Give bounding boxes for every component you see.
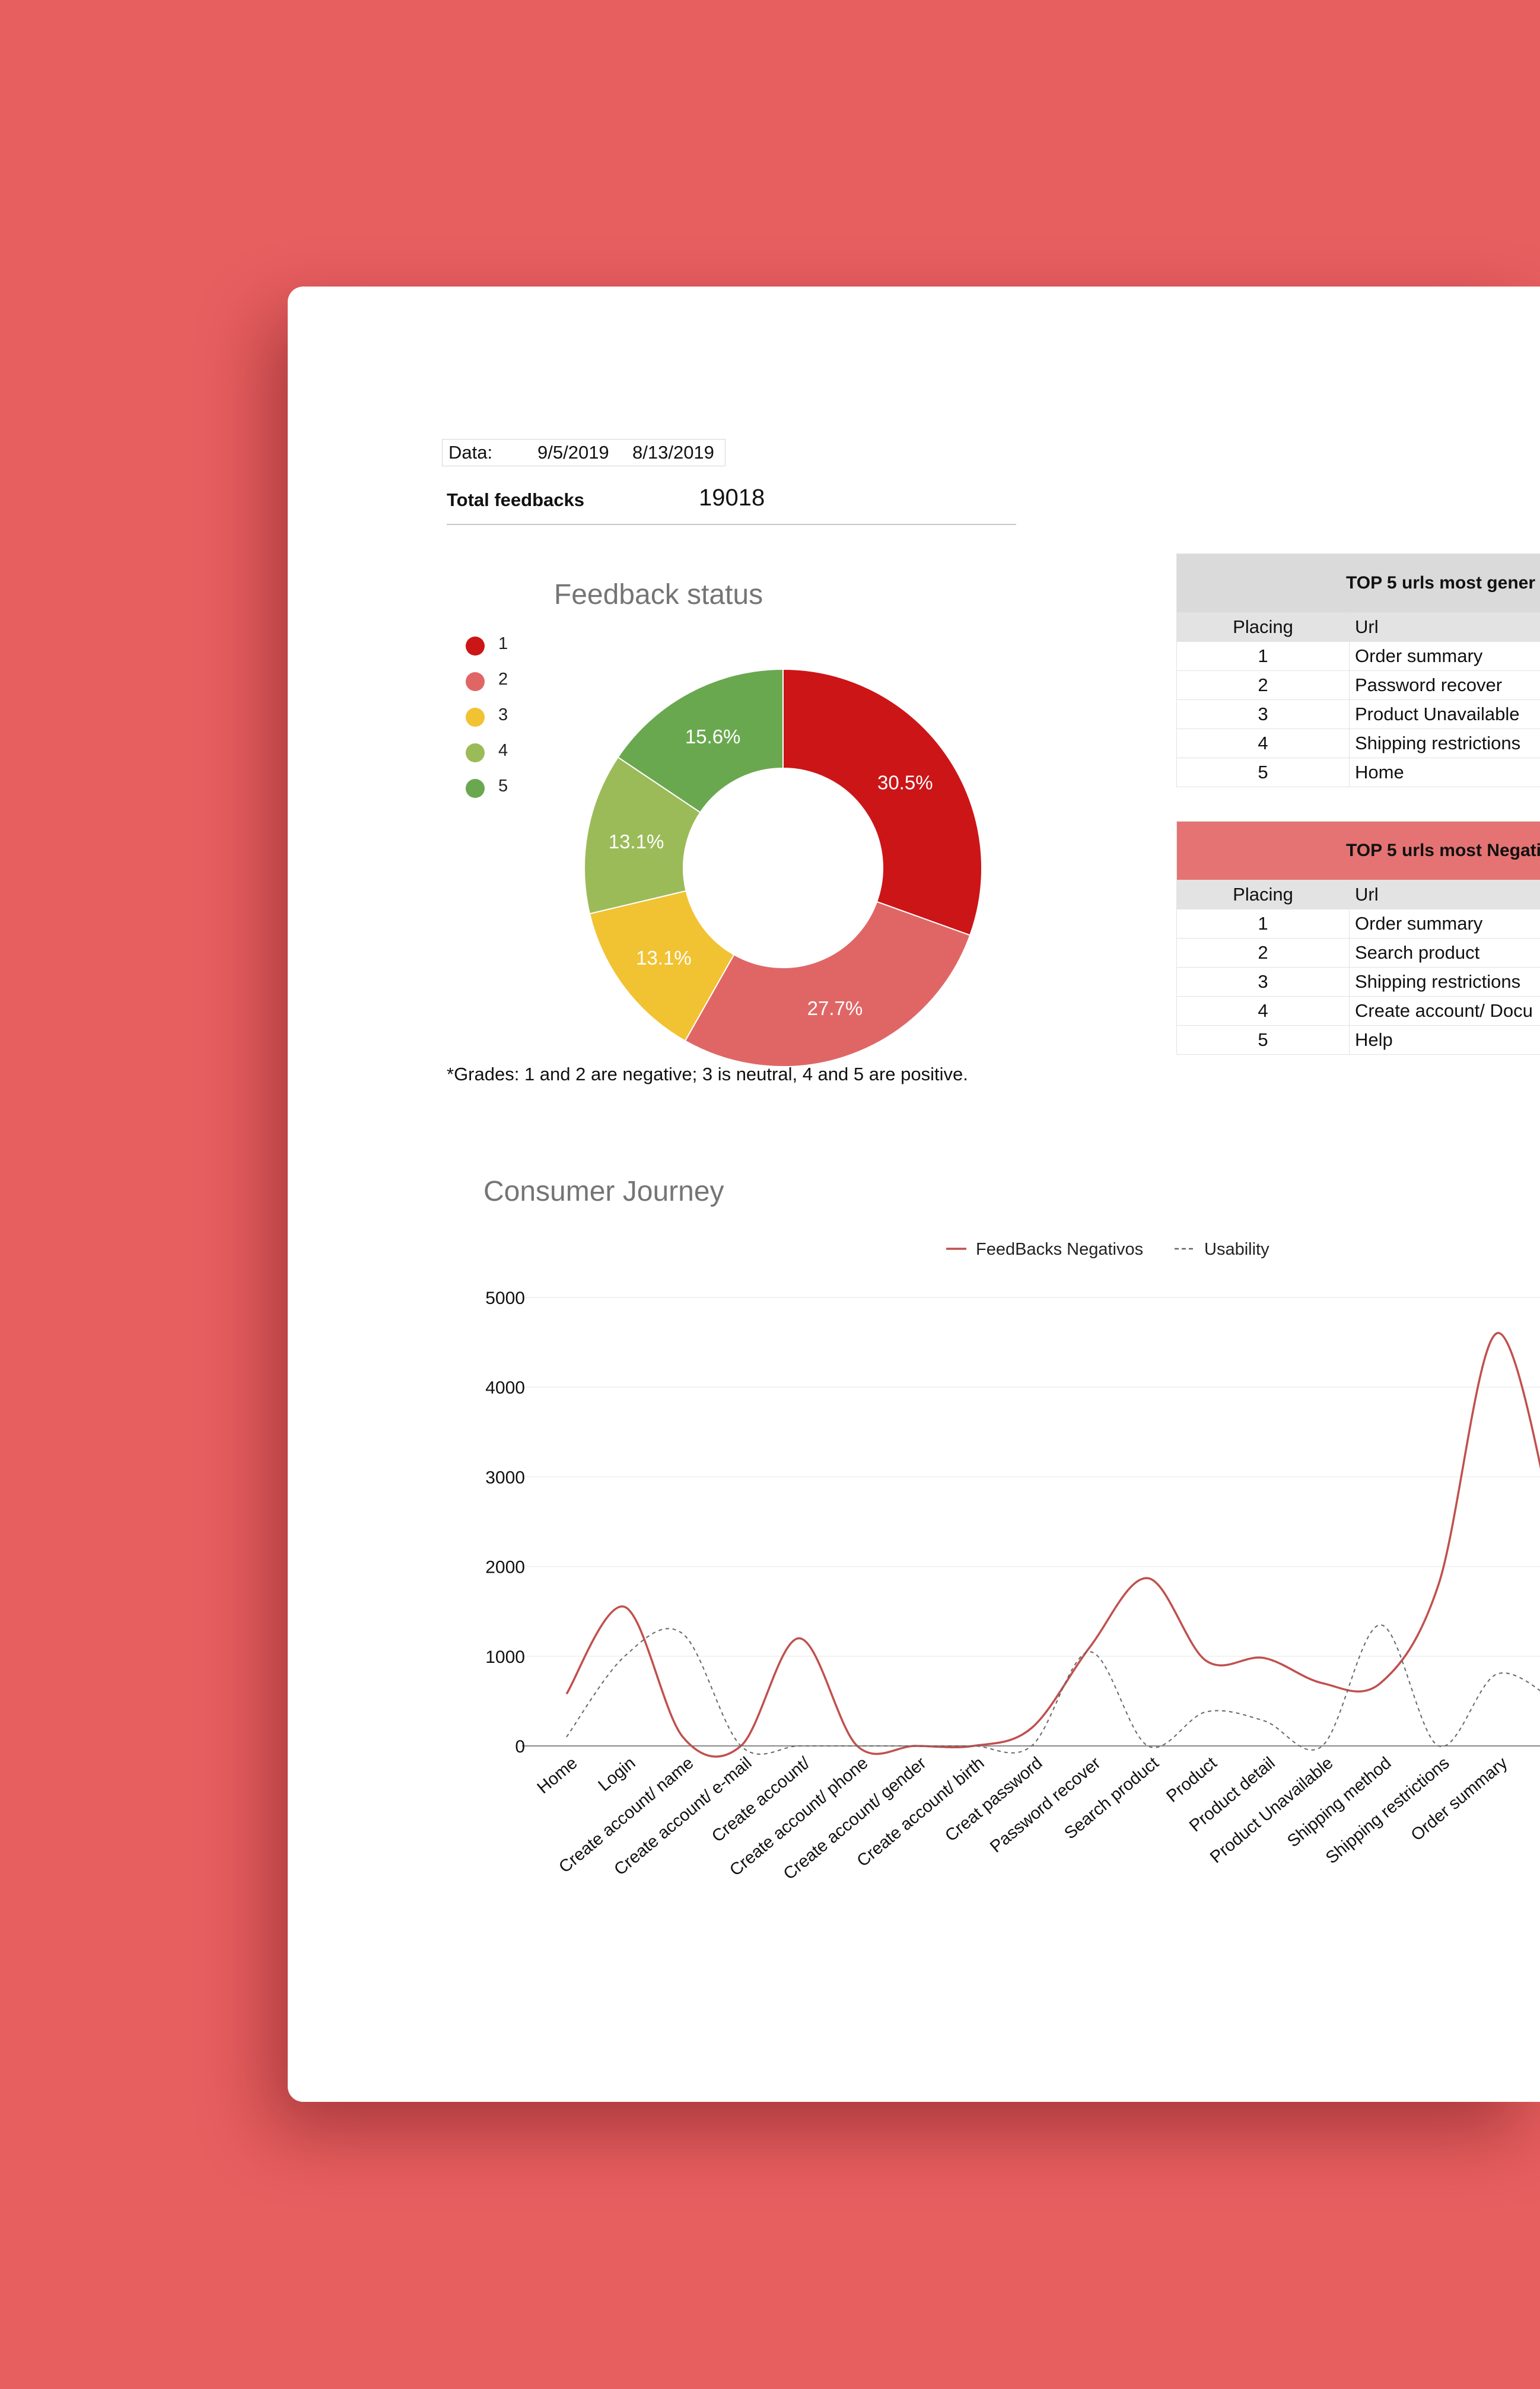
date-end: 8/13/2019 [632, 442, 714, 463]
table-row: 3 Product Unavailable [1176, 699, 1540, 729]
top5-negative-title: TOP 5 urls most Negati [1176, 821, 1540, 880]
url-cell: Create account/ Docu [1349, 996, 1540, 1026]
table-row: 5 Help [1176, 1025, 1540, 1055]
placing-cell: 4 [1176, 996, 1350, 1026]
table-row: 2 Password recover [1176, 670, 1540, 700]
y-tick-label: 2000 [485, 1558, 525, 1577]
series-line-feedbacks-negativos [565, 1332, 1540, 1758]
pie-slice-label: 13.1% [609, 831, 664, 852]
legend-label-4: 4 [498, 741, 508, 760]
legend-series-label: Usability [1204, 1240, 1269, 1259]
legend-label-3: 3 [498, 705, 508, 724]
series-line-usability [566, 1624, 1540, 1755]
legend-label-5: 5 [498, 777, 508, 796]
col-url-header: Url [1349, 880, 1540, 909]
legend-dot-4 [466, 743, 485, 762]
y-tick-label: 1000 [485, 1647, 525, 1667]
table-row: 3 Shipping restrictions [1176, 967, 1540, 997]
y-tick-label: 3000 [485, 1468, 525, 1487]
url-cell: Order summary [1349, 909, 1540, 939]
pie-slice-label: 30.5% [877, 771, 933, 793]
x-tick-label: Shipping method [1284, 1754, 1395, 1851]
legend-dot-1 [466, 637, 485, 656]
placing-cell: 2 [1176, 938, 1350, 968]
table-row: 4 Shipping restrictions [1176, 729, 1540, 758]
line-chart-title: Consumer Journey [483, 1176, 724, 1207]
legend-label-1: 1 [498, 634, 508, 653]
pie-slice-label: 27.7% [807, 997, 863, 1019]
total-feedbacks: Total feedbacks 19018 [447, 485, 1016, 525]
pie-slice-2 [684, 901, 971, 1067]
x-tick-label: Creat password [941, 1754, 1046, 1846]
total-feedbacks-label: Total feedbacks [447, 489, 585, 510]
pie-slice-label: 15.6% [685, 726, 741, 747]
top5-general-table: TOP 5 urls most gener Placing Url 1 Order… [1176, 553, 1540, 787]
legend-dot-3 [466, 708, 485, 727]
feedback-status-donut-chart: 30.5% 27.7% 13.1% 13.1% 15.6% [584, 668, 982, 1067]
x-tick-label: Create account/ [708, 1753, 814, 1846]
pie-slice-label: 13.1% [636, 947, 692, 969]
col-placing-header: Placing [1176, 612, 1350, 642]
pie-slice-3 [588, 890, 735, 1042]
url-cell: Password recover [1349, 670, 1540, 700]
total-feedbacks-value: 19018 [699, 485, 765, 511]
url-cell: Shipping restrictions [1349, 729, 1540, 758]
legend-series-label: FeedBacks Negativos [976, 1240, 1143, 1259]
col-url-header: Url [1349, 612, 1540, 642]
consumer-journey-line-chart: 0 1000 2000 3000 4000 5000 Home Login Create acc… [485, 1240, 1540, 1884]
table-row: 1 Order summary [1176, 641, 1540, 671]
pie-slice-1 [782, 668, 982, 936]
pie-slice-4 [584, 756, 701, 915]
placing-cell: 1 [1176, 909, 1350, 939]
url-cell: Shipping restrictions [1349, 967, 1540, 997]
top5-general-title: TOP 5 urls most gener [1176, 553, 1540, 613]
url-cell: Home [1349, 758, 1540, 787]
url-cell: Product Unavailable [1349, 699, 1540, 729]
url-cell: Order summary [1349, 641, 1540, 671]
date-start: 9/5/2019 [537, 442, 609, 463]
grades-note: *Grades: 1 and 2 are negative; 3 is neut… [447, 1064, 968, 1084]
table-row: 5 Home [1176, 758, 1540, 787]
placing-cell: 1 [1176, 641, 1350, 671]
placing-cell: 5 [1176, 1025, 1350, 1055]
legend-dot-2 [466, 672, 485, 691]
table-row: 4 Create account/ Docu [1176, 996, 1540, 1026]
report-card: Data: 9/5/2019 8/13/2019 Total feedbacks… [288, 287, 1540, 2102]
table-row: 2 Search product [1176, 938, 1540, 968]
placing-cell: 3 [1176, 699, 1350, 729]
pie-slice-5 [617, 668, 784, 813]
placing-cell: 4 [1176, 729, 1350, 758]
table-row: 1 Order summary [1176, 909, 1540, 939]
y-tick-label: 0 [515, 1737, 525, 1757]
col-placing-header: Placing [1176, 880, 1350, 909]
top5-negative-table: TOP 5 urls most Negati Placing Url 1 Orde… [1176, 821, 1540, 1055]
x-tick-label: Home [534, 1754, 581, 1798]
pie-chart-title: Feedback status [553, 579, 763, 610]
date-filter[interactable]: Data: 9/5/2019 8/13/2019 [442, 439, 726, 466]
placing-cell: 2 [1176, 670, 1350, 700]
url-cell: Search product [1349, 938, 1540, 968]
y-tick-label: 4000 [485, 1378, 525, 1398]
legend-label-2: 2 [498, 670, 508, 689]
x-tick-label: Order summary [1408, 1754, 1512, 1845]
url-cell: Help [1349, 1025, 1540, 1055]
placing-cell: 5 [1176, 758, 1350, 787]
y-tick-label: 5000 [485, 1289, 525, 1308]
placing-cell: 3 [1176, 967, 1350, 997]
legend-dot-5 [466, 779, 485, 798]
x-tick-label: Login [595, 1754, 639, 1795]
x-tick-label: Password recover [987, 1754, 1105, 1857]
x-tick-label: Product [1163, 1754, 1220, 1806]
date-filter-label: Data: [448, 442, 493, 463]
